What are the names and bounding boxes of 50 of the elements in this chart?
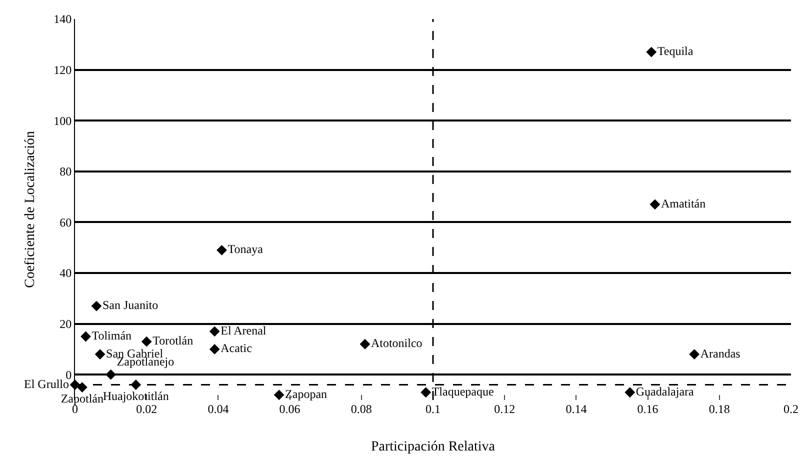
x-tick-label: 0.02 [136,402,158,416]
point [94,349,106,360]
x-tick-label: 0.08 [350,402,372,416]
series-label: Amatitán [660,196,706,210]
series-label: Tonaya [228,242,264,256]
y-axis-title: Coeficiente de Localización [23,130,38,288]
x-tick-label: 0.2 [784,402,798,416]
series-label: Guadalajara [636,384,695,398]
point [624,387,636,398]
x-axis-title: Participación Relativa [370,439,496,454]
x-tick-label: 0.1 [426,402,440,416]
point [420,387,432,398]
series-label: Acatic [220,341,252,356]
series-label: Huajokotitlán [102,388,169,403]
x-tick-label: 0.12 [494,402,516,416]
point [91,300,102,312]
y-tick-label: 120 [54,63,72,77]
point [689,349,700,360]
point [646,46,657,58]
point [106,369,116,380]
series-label: Tequila [657,44,694,58]
x-tick-label: 0.16 [637,402,658,416]
y-tick-label: 140 [54,12,72,26]
y-tick-label: 60 [60,215,72,230]
point [76,382,88,392]
y-tick-label: 80 [60,164,72,179]
x-tick-label: 0.18 [708,402,730,416]
point [216,244,227,256]
y-tick-label: 20 [60,317,72,331]
series-label: San Juanito [102,298,158,312]
series-label: Zapopan [285,386,328,401]
y-tick-label: 0 [66,368,72,382]
series-label: Arandas [700,346,741,360]
point [209,344,220,354]
point [141,336,152,347]
point [274,390,284,400]
series-label: Torotlán [152,334,194,348]
series-label: Tlaquepaque [432,384,494,398]
x-tick-label: 0.14 [566,402,587,416]
series-label: Atotonilco [370,336,422,350]
point [80,331,91,342]
x-tick-label: 0.04 [208,402,229,416]
y-tick-label: 100 [54,114,72,128]
series-label: El Arenal [220,323,267,338]
point [209,326,220,337]
point [650,199,660,210]
y-tick-label: 40 [60,266,72,280]
x-tick-label: 0.06 [279,402,300,416]
series-label: Tolimán [92,328,132,342]
point [360,338,370,350]
